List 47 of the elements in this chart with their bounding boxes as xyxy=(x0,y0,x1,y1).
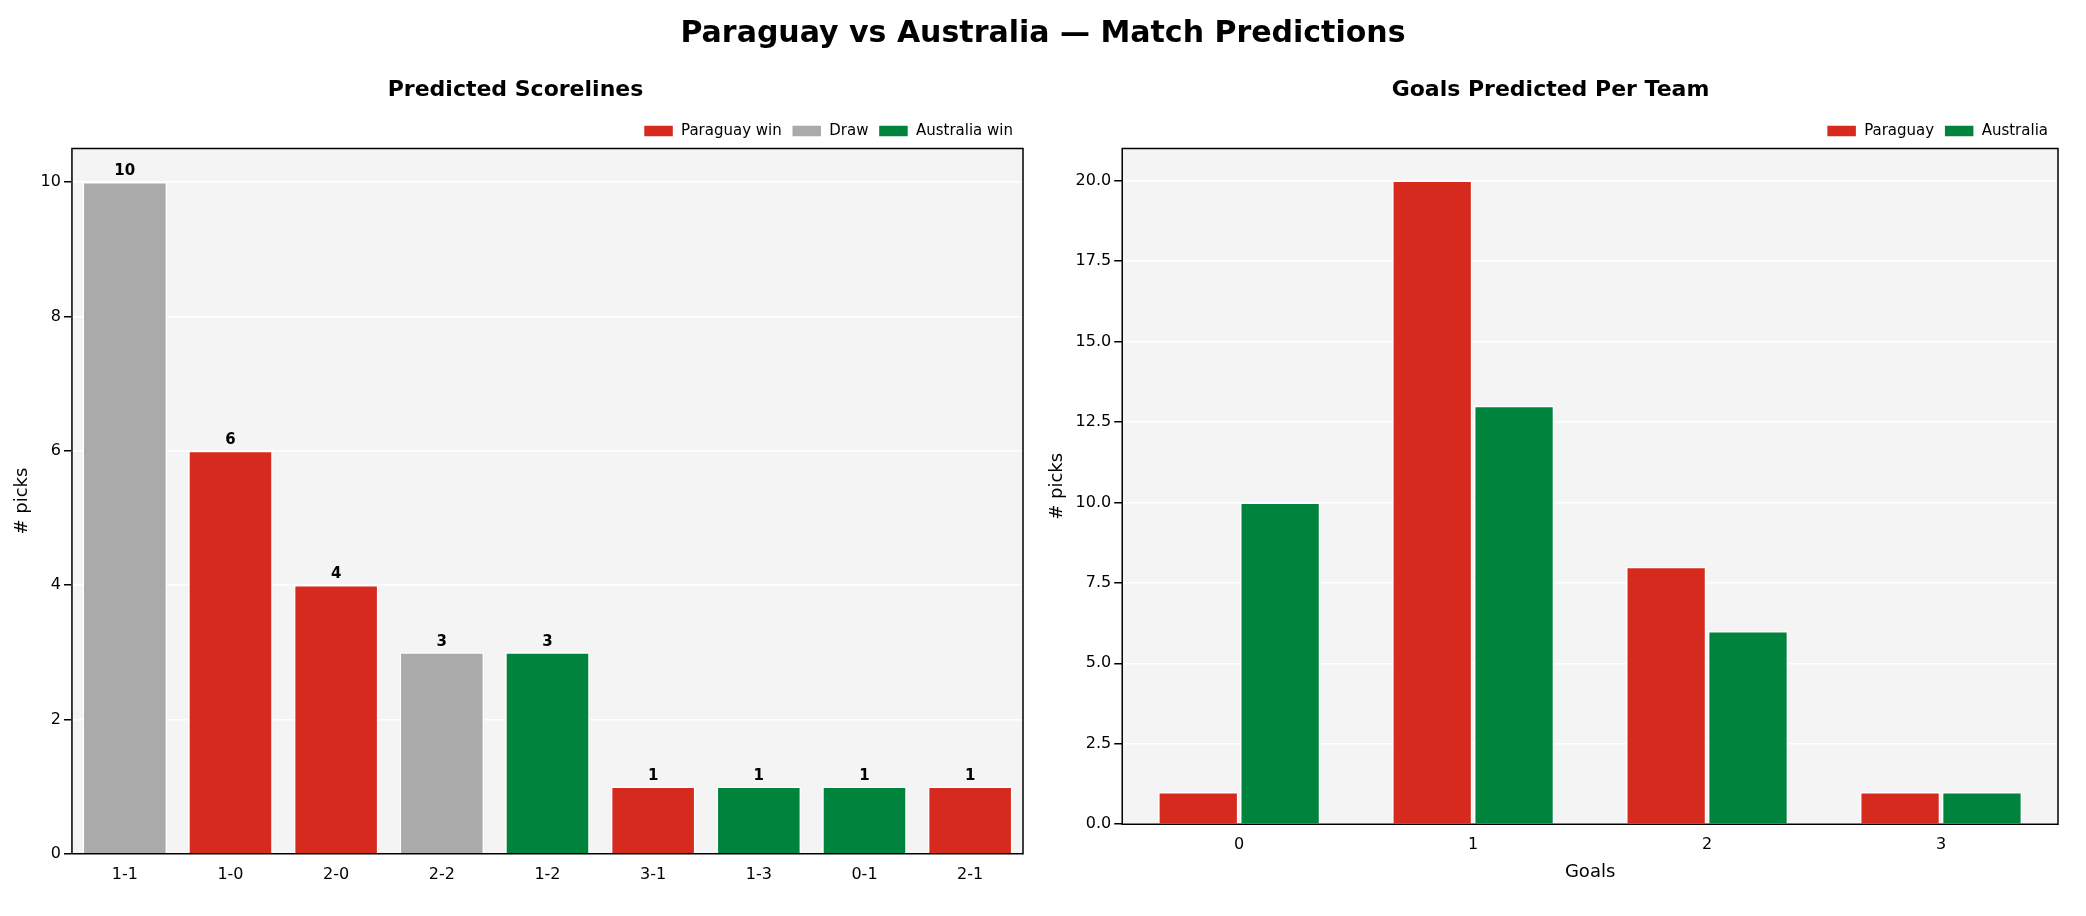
y-tick-label: 15.0 xyxy=(1075,330,1112,350)
x-tick-label: 0 xyxy=(1234,833,1245,853)
x-tick-label: 1-0 xyxy=(217,863,244,883)
data-label: 4 xyxy=(330,564,342,583)
x-tick-label: 2 xyxy=(1701,833,1713,853)
data-label: 6 xyxy=(225,430,236,449)
data-label: 10 xyxy=(114,161,136,180)
legend-label: Paraguay xyxy=(1864,120,1935,139)
y-tick-label: 10 xyxy=(40,171,61,191)
y-tick-label: 6 xyxy=(50,439,61,459)
x-tick-label: 3 xyxy=(1935,833,1947,853)
legend-label: Draw xyxy=(829,120,869,139)
chart-title: Predicted Scorelines xyxy=(387,75,644,101)
y-tick-label: 7.5 xyxy=(1085,572,1112,591)
y-tick-label: 2 xyxy=(50,708,61,728)
x-tick-label: 1-1 xyxy=(111,863,138,883)
x-tick-label: 0-1 xyxy=(851,863,878,883)
y-tick-label: 8 xyxy=(50,305,61,325)
y-axis-title: # picks xyxy=(10,467,32,535)
y-tick-label: 5.0 xyxy=(1085,652,1112,672)
chart-title: Goals Predicted Per Team xyxy=(1391,75,1710,101)
x-tick-label: 1-3 xyxy=(745,863,772,883)
x-tick-label: 1-2 xyxy=(534,863,561,883)
y-tick-label: 12.5 xyxy=(1075,411,1112,431)
y-axis-title: # picks xyxy=(1045,452,1067,520)
y-tick-label: 20.0 xyxy=(1075,169,1112,189)
y-tick-label: 0.0 xyxy=(1085,813,1112,833)
legend-label: Australia win xyxy=(915,120,1013,139)
y-tick-label: 2.5 xyxy=(1085,732,1112,752)
y-tick-label: 17.5 xyxy=(1075,250,1112,270)
legend-label: Australia xyxy=(1981,120,2049,139)
x-tick-label: 2-1 xyxy=(957,863,984,883)
x-axis-title: Goals xyxy=(1564,859,1616,881)
data-label: 1 xyxy=(647,766,659,785)
y-tick-label: 10.0 xyxy=(1075,491,1112,511)
x-tick-label: 2-0 xyxy=(323,863,350,883)
text: Paraguay vs Australia — Match Predictions xyxy=(679,13,1407,51)
y-tick-label: 4 xyxy=(50,574,61,594)
legend-label: Paraguay win xyxy=(681,120,782,139)
data-label: 1 xyxy=(753,766,765,785)
data-label: 3 xyxy=(436,631,448,650)
data-label: 1 xyxy=(964,766,976,785)
data-label: 1 xyxy=(859,766,870,785)
x-tick-label: 3-1 xyxy=(640,863,667,883)
x-tick-label: 2-2 xyxy=(428,863,455,883)
x-tick-label: 1 xyxy=(1468,833,1479,853)
data-label: 3 xyxy=(542,631,553,650)
